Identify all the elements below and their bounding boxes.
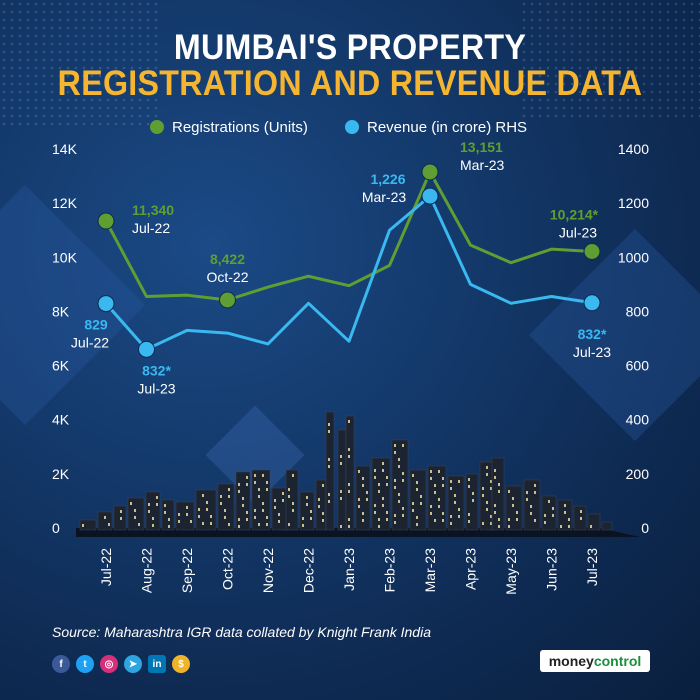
data-label-value: 829 xyxy=(84,317,108,333)
legend-dot-blue xyxy=(345,120,359,134)
source-note: Source: Maharashtra IGR data collated by… xyxy=(52,624,431,640)
legend-dot-green xyxy=(150,120,164,134)
data-point-marker xyxy=(219,291,236,309)
skyline-building xyxy=(79,519,97,531)
x-tick-label: Apr-23 xyxy=(463,548,479,590)
data-label-period: Oct-22 xyxy=(206,269,248,285)
x-tick-label: Oct-22 xyxy=(220,548,236,590)
skyline-building xyxy=(127,497,145,531)
data-label-value: 10,214* xyxy=(550,206,599,222)
data-label-period: Jul-23 xyxy=(137,380,175,396)
skyline-building xyxy=(601,521,613,531)
skyline-building xyxy=(325,411,335,531)
y-right-tick-label: 400 xyxy=(626,412,650,428)
data-label-value: 832* xyxy=(142,362,171,378)
x-tick-label: Jul-22 xyxy=(98,548,114,586)
title-line-1: MUMBAI'S PROPERTY xyxy=(173,28,527,67)
share-icon[interactable]: $ xyxy=(172,655,190,673)
y-left-tick-label: 4K xyxy=(52,412,70,428)
skyline-building xyxy=(355,465,371,531)
data-label-value: 11,340 xyxy=(132,202,174,218)
x-tick-label: Jan-23 xyxy=(341,548,357,591)
telegram-icon[interactable]: ➤ xyxy=(124,655,142,673)
skyline-building xyxy=(299,491,315,531)
x-tick-label: Dec-22 xyxy=(301,548,317,593)
y-left-tick-label: 6K xyxy=(52,358,70,374)
data-point-marker xyxy=(583,294,601,312)
data-point-marker xyxy=(421,163,439,181)
data-label-period: Jul-23 xyxy=(573,344,611,360)
skyline-building xyxy=(217,483,235,531)
series-line-registrations xyxy=(104,170,593,302)
skyline-building xyxy=(285,469,299,531)
y-right-tick-label: 800 xyxy=(626,303,650,319)
legend-label: Revenue (in crore) RHS xyxy=(367,118,528,136)
y-left-tick-label: 12K xyxy=(52,195,78,211)
data-label-period: Jul-23 xyxy=(559,224,597,240)
y-left-tick-label: 14K xyxy=(52,141,78,157)
data-label-value: 8,422 xyxy=(210,251,245,267)
data-label-value: 832* xyxy=(578,326,607,342)
instagram-icon[interactable]: ◎ xyxy=(100,655,118,673)
series-line-revenue xyxy=(104,194,593,351)
y-left-tick-label: 2K xyxy=(52,466,70,482)
data-point-marker xyxy=(421,187,439,205)
skyline-building xyxy=(557,499,573,531)
y-right-tick-label: 200 xyxy=(626,466,650,482)
data-point-marker xyxy=(583,242,601,260)
y-left-tick-label: 10K xyxy=(52,249,78,265)
x-tick-label: Sep-22 xyxy=(179,548,195,593)
title-line-2: REGISTRATION AND REVENUE DATA xyxy=(57,64,643,103)
y-right-tick-label: 1200 xyxy=(618,195,649,211)
data-label-period: Mar-23 xyxy=(362,189,407,205)
skyline-building xyxy=(175,501,195,531)
data-label-period: Mar-23 xyxy=(460,157,505,173)
data-label-period: Jul-22 xyxy=(132,220,170,236)
moneycontrol-logo: money control xyxy=(540,650,650,672)
skyline-building xyxy=(409,469,427,531)
skyline-building xyxy=(587,513,601,531)
social-links: f t ◎ ➤ in $ xyxy=(52,655,190,673)
legend-registrations: Registrations (Units) xyxy=(150,117,308,137)
x-tick-label: Feb-23 xyxy=(382,548,398,593)
x-tick-label: Jun-23 xyxy=(544,548,560,591)
data-point-marker xyxy=(138,340,155,358)
legend-revenue: Revenue (in crore) RHS xyxy=(345,117,527,137)
decor-dots xyxy=(520,0,700,120)
x-tick-label: Mar-23 xyxy=(422,548,438,593)
legend-label: Registrations (Units) xyxy=(172,118,308,136)
data-point-marker xyxy=(97,212,115,230)
x-tick-label: Nov-22 xyxy=(260,548,276,593)
twitter-icon[interactable]: t xyxy=(76,655,94,673)
x-tick-label: Jul-23 xyxy=(584,548,600,586)
y-left-tick-label: 8K xyxy=(52,303,70,319)
city-skyline xyxy=(76,411,640,537)
skyline-building xyxy=(161,499,175,531)
y-right-tick-label: 1400 xyxy=(618,141,649,157)
skyline-building xyxy=(97,511,113,531)
x-tick-label: Aug-22 xyxy=(139,548,155,593)
y-left-tick-label: 0 xyxy=(52,520,60,536)
skyline-building xyxy=(345,415,355,531)
skyline-building xyxy=(427,465,447,531)
skyline-building xyxy=(337,429,347,531)
data-label-value: 13,151 xyxy=(460,139,503,155)
data-point-marker xyxy=(97,295,115,313)
facebook-icon[interactable]: f xyxy=(52,655,70,673)
x-tick-label: May-23 xyxy=(503,548,519,595)
y-right-tick-label: 0 xyxy=(641,520,649,536)
data-label-value: 1,226 xyxy=(370,171,405,187)
skyline-building xyxy=(235,471,251,531)
skyline-building xyxy=(251,469,271,531)
y-right-tick-label: 600 xyxy=(626,358,650,374)
decor-dots xyxy=(0,0,160,130)
skyline-building xyxy=(145,491,161,531)
data-label-period: Jul-22 xyxy=(71,335,109,351)
skyline-building xyxy=(371,457,391,531)
y-right-tick-label: 1000 xyxy=(618,249,649,265)
linkedin-icon[interactable]: in xyxy=(148,655,166,673)
skyline-building xyxy=(315,479,327,531)
